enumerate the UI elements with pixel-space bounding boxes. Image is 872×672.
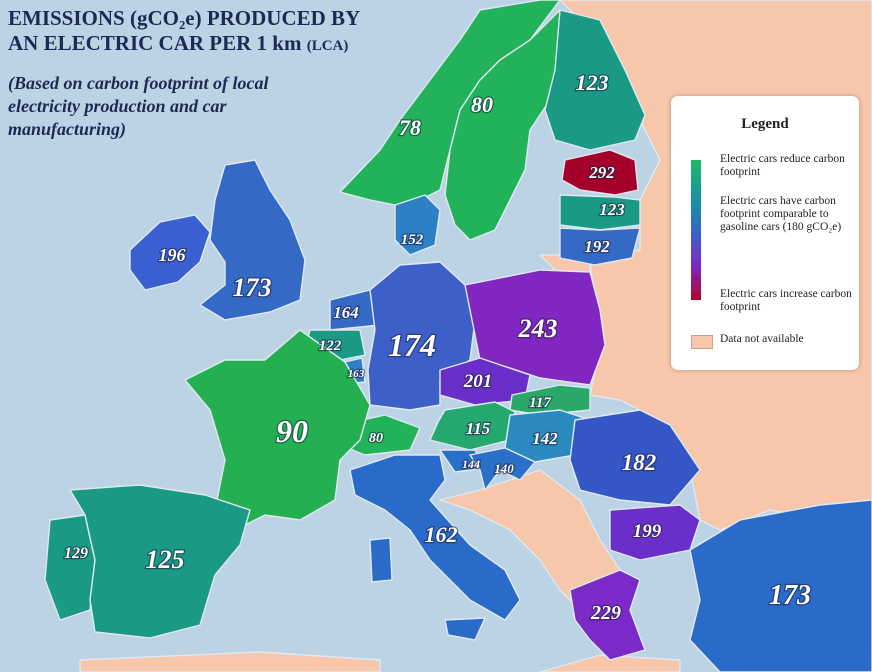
region-estonia (561, 149, 639, 196)
title-line-2-text: AN ELECTRIC CAR PER 1 km (8, 31, 302, 55)
label-spain: 125 (146, 545, 185, 574)
legend-comparable: Electric cars have carbon footprint comp… (720, 195, 842, 233)
label-czechia: 201 (463, 371, 493, 392)
legend-na: Data not available (720, 333, 804, 345)
label-greece: 229 (590, 602, 621, 624)
label-finland: 123 (576, 70, 609, 95)
label-germany: 174 (388, 327, 436, 363)
label-belgium: 122 (319, 338, 342, 354)
region-ireland (129, 214, 211, 291)
region-greece (569, 569, 646, 661)
label-france: 90 (276, 413, 308, 449)
region-portugal (44, 514, 96, 621)
legend-color-bar (691, 160, 701, 300)
label-croatia: 140 (494, 461, 514, 476)
map-subtitle: (Based on carbon footprint of local elec… (8, 73, 269, 139)
label-bulgaria: 199 (633, 521, 662, 542)
region-latvia (559, 194, 641, 231)
label-switzerland: 80 (369, 431, 383, 446)
label-lithuania: 192 (584, 237, 610, 256)
region-romania (569, 409, 701, 506)
title-line-1: EMISSIONS (gCO₂e) PRODUCED BY (8, 6, 361, 30)
legend-na-swatch (691, 335, 713, 349)
legend-panel: Legend Electric cars reduce carbon footp… (671, 96, 859, 370)
label-estonia: 292 (588, 163, 615, 182)
data-countries (44, 0, 872, 672)
label-netherlands: 164 (333, 303, 359, 322)
region-denmark (394, 194, 441, 256)
region-austria (429, 401, 516, 451)
label-austria: 115 (466, 419, 491, 438)
map-title: EMISSIONS (gCO₂e) PRODUCED BY AN ELECTRI… (8, 6, 360, 59)
legend-reduce: Electric cars reduce carbon footprint (720, 153, 845, 178)
title-line-2: AN ELECTRIC CAR PER 1 km (LCA) (8, 31, 360, 59)
region-lithuania (559, 227, 641, 266)
label-romania: 182 (622, 450, 657, 475)
label-hungary: 142 (532, 429, 558, 448)
label-latvia: 123 (599, 200, 625, 219)
legend-title: Legend (741, 116, 789, 132)
region-sweden (444, 9, 566, 241)
label-uk: 173 (233, 273, 272, 302)
title-tag: (LCA) (306, 38, 349, 54)
region-spain (69, 484, 251, 639)
region-finland (544, 9, 646, 151)
region-uk (199, 159, 306, 321)
label-norway: 78 (399, 115, 421, 140)
label-slovenia: 144 (462, 457, 480, 471)
region-sardinia (369, 537, 393, 583)
label-turkey: 173 (769, 580, 811, 611)
region-poland (464, 269, 606, 386)
label-italy: 162 (425, 522, 458, 547)
region-italy (349, 454, 521, 621)
label-ireland: 196 (159, 245, 186, 265)
label-denmark: 152 (401, 232, 424, 248)
region-france (184, 329, 371, 526)
region-croatia (469, 447, 536, 491)
region-turkey (689, 499, 872, 672)
legend-increase: Electric cars increase carbon footprint (720, 288, 852, 313)
label-sweden: 80 (471, 92, 493, 117)
label-luxembourg: 163 (348, 368, 365, 380)
label-slovakia: 117 (529, 395, 551, 411)
region-sicily (444, 617, 486, 641)
label-portugal: 129 (64, 545, 88, 562)
value-labels: 78 80 123 292 123 192 196 173 152 164 12… (63, 69, 813, 626)
label-poland: 243 (518, 314, 558, 343)
